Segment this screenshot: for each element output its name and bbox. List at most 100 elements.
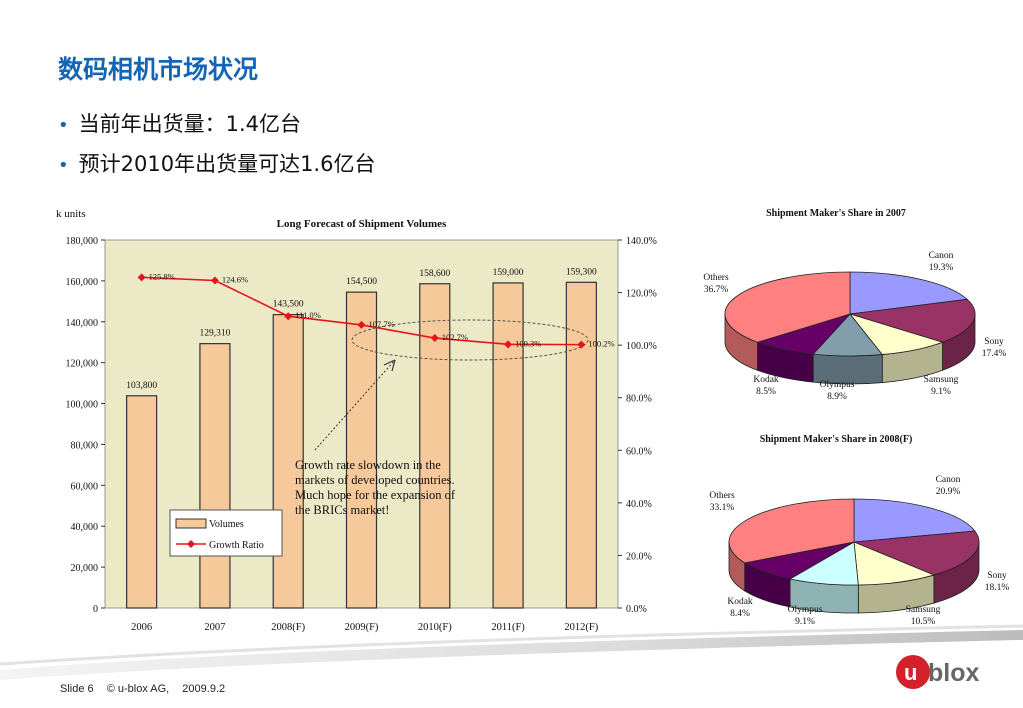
chart-legend: Volumes Growth Ratio [169,509,283,557]
pie-value-label: 19.3% [929,263,954,273]
pie-title: Shipment Maker's Share in 2008(F) [760,434,913,445]
pie-slice [853,541,936,586]
pie-slice [728,498,855,564]
y-axis-label: k units [56,208,86,220]
pie-label: Others [709,491,735,501]
legend-box [169,509,283,557]
growth-point [504,340,513,349]
y-tick-label: 60,000 [71,481,99,492]
logo-letter: u [904,660,917,685]
pie-slice [849,298,976,343]
annotation-text: Growth rate slowdown in the [295,458,441,472]
pie-slice [849,271,969,315]
growth-data-label: 100.2% [588,339,614,349]
x-tick-label: 2010(F) [418,622,452,633]
annotation-arrow-line [314,359,396,451]
pie-label: Olympus [820,380,855,390]
pie-value-label: 8.5% [756,387,776,397]
bar [565,281,597,609]
bullet-dot-icon: • [58,155,69,176]
pie-slice [853,498,976,543]
pie-chart-2007: Shipment Maker's Share in 2007 Canon 19.3%… [703,208,1007,402]
pie-label: Sony [987,571,1007,581]
legend-bar-swatch [175,518,207,529]
growth-point [137,273,146,282]
y-tick-label: 100,000 [66,400,99,411]
page-title: 数码相机市场状况 [58,55,259,84]
slide-number: Slide 6 [60,683,94,695]
bar [199,343,231,609]
bar-data-label: 143,500 [273,300,304,310]
legend-marker-icon [187,540,195,548]
pie-title: Shipment Maker's Share in 2007 [766,208,906,219]
pie-slice [724,271,851,343]
ublox-logo: u blox [896,655,979,689]
bar-data-label: 103,800 [126,381,157,391]
y-tick-label: 20,000 [71,563,99,574]
legend-label: Growth Ratio [209,540,264,551]
annotation-text: the BRICs market! [295,503,389,517]
y2-tick-label: 140.0% [626,236,657,247]
highlight-ellipse [351,319,589,361]
arrow-head-icon [383,359,396,372]
growth-data-label: 125.8% [149,271,175,281]
bar [126,395,158,609]
y2-tick-label: 20.0% [626,551,652,562]
copyright: © u-blox AG, [106,683,170,695]
pie-value-label: 10.5% [911,617,936,627]
growth-point [357,320,366,329]
growth-data-label: 124.6% [222,274,248,284]
bullet-text: 当前年出货量：1.4亿台 [78,112,302,136]
bullet-item: • 当前年出货量：1.4亿台 [58,108,375,148]
growth-point [284,312,293,321]
growth-point [430,334,439,343]
legend-label: Volumes [209,519,244,530]
growth-point [210,276,219,285]
growth-data-label: 100.3% [515,338,541,348]
x-tick-label: 2011(F) [491,622,525,633]
footer-date: 2009.9.2 [182,683,226,695]
pie-chart-2008: Shipment Maker's Share in 2008(F) Canon 20… [709,434,1010,627]
bar-data-label: 158,600 [419,269,450,279]
y2-tick-label: 60.0% [626,446,652,457]
pie-value-label: 9.1% [931,387,951,397]
bar-data-label: 159,000 [493,268,524,278]
x-tick-label: 2007 [204,622,225,633]
pie-label: Olympus [788,605,823,615]
pie-label: Canon [929,251,954,261]
pie-label: Canon [936,475,961,485]
y-tick-label: 40,000 [71,522,99,533]
shipment-forecast-chart: Long Forecast of Shipment Volumes k units… [56,208,657,633]
footer: Slide 6 © u-blox AG, 2009.9.2 [60,683,235,695]
y-tick-label: 80,000 [71,440,99,451]
x-tick-label: 2009(F) [345,622,379,633]
y2-tick-label: 40.0% [626,499,652,510]
bar-data-label: 129,310 [199,329,230,339]
bullet-list: • 当前年出货量：1.4亿台 • 预计2010年出货量可达1.6亿台 [58,108,375,188]
growth-data-label: 111.0% [295,310,321,320]
bar [345,291,378,609]
pie-value-label: 17.4% [982,349,1007,359]
bullet-text: 预计2010年出货量可达1.6亿台 [78,152,376,176]
bar-data-label: 159,300 [566,267,597,277]
pie-value-label: 36.7% [704,285,729,295]
bullet-dot-icon: • [58,115,69,136]
chart-title: Long Forecast of Shipment Volumes [277,218,447,230]
y2-tick-label: 100.0% [626,341,657,352]
pie-label: Samsung [906,605,941,615]
pie-slice [853,530,980,576]
growth-point [577,340,586,349]
y-tick-label: 0 [93,604,98,615]
pie-value-label: 18.1% [985,583,1010,593]
growth-data-label: 102.7% [442,332,468,342]
pie-label: Kodak [727,597,753,607]
bar-data-label: 154,500 [346,277,377,287]
x-tick-label: 2012(F) [564,622,598,633]
pie-value-label: 8.9% [827,392,847,402]
pie-label: Kodak [753,375,779,385]
pie-label: Sony [984,337,1004,347]
pie-value-label: 33.1% [710,503,735,513]
x-tick-label: 2008(F) [271,622,305,633]
pie-value-label: 9.1% [795,617,815,627]
footer-swoosh [0,624,1023,708]
